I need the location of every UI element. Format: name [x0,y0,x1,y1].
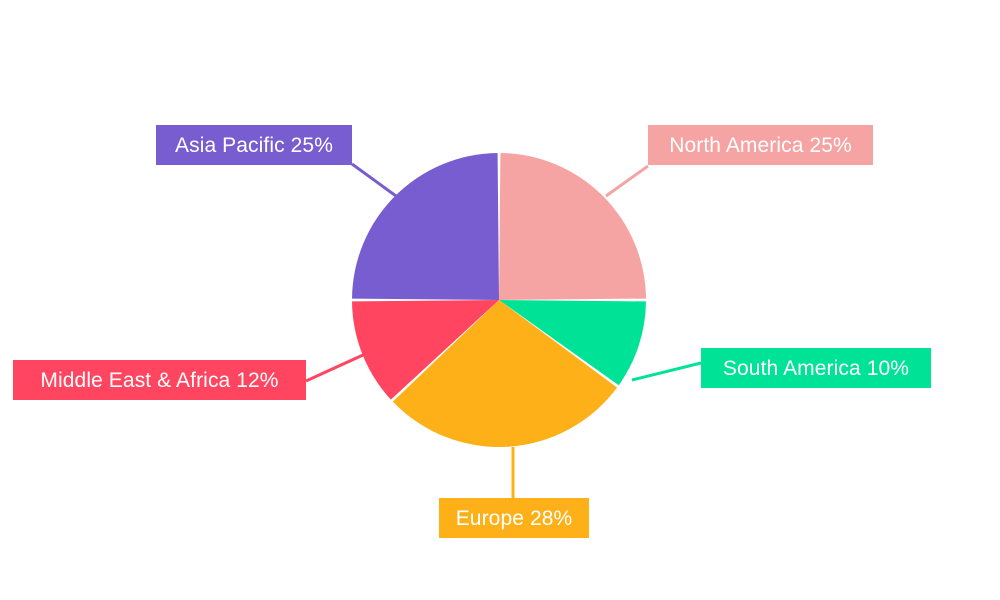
pie-slice[interactable] [499,153,646,300]
pie-slice[interactable] [352,153,499,300]
slice-label-europe[interactable]: Europe 28% [439,498,589,538]
pie-slice[interactable] [352,300,499,400]
leader-line [605,164,649,198]
leader-lines-group [305,162,702,498]
pie-slice[interactable] [392,300,618,447]
slice-label-asia-pacific[interactable]: Asia Pacific 25% [156,125,352,165]
leader-line [351,162,397,198]
slice-label-south-america-text: South America 10% [722,356,910,380]
slice-label-asia-pacific-text: Asia Pacific 25% [174,133,333,157]
leader-line [305,353,364,383]
slice-label-north-america[interactable]: North America 25% [648,125,873,165]
slice-label-middle-east-africa-text: Middle East & Africa 12% [40,368,279,392]
pie-slice[interactable] [499,300,646,386]
slice-label-middle-east-africa[interactable]: Middle East & Africa 12% [13,360,306,400]
leader-line [631,361,702,382]
pie-slices-group [352,153,646,447]
slice-label-south-america[interactable]: South America 10% [701,348,931,388]
slice-label-north-america-text: North America 25% [669,133,852,157]
slice-label-europe-text: Europe 28% [455,506,573,530]
